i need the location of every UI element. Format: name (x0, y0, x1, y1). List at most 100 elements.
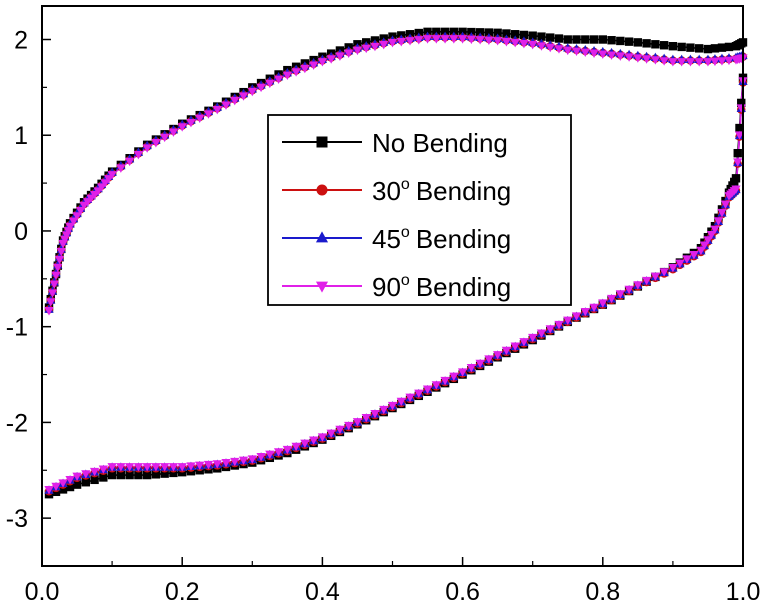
data-point-3-upper (203, 110, 214, 119)
data-point-3-upper (75, 207, 86, 216)
data-point-3-lower (501, 346, 512, 356)
data-point-0-upper (624, 37, 634, 46)
data-point-0-upper (642, 39, 651, 48)
data-point-3-lower (133, 463, 144, 472)
data-point-3-lower (457, 368, 468, 377)
x-tick-label: 0.2 (165, 578, 200, 606)
data-point-3-lower (65, 476, 75, 485)
x-axis: 0.0 0.2 0.4 0.6 0.8 1.0 (25, 557, 760, 606)
data-point-3-upper (606, 51, 617, 60)
data-point-3-upper (370, 42, 380, 52)
data-point-0-lower (125, 470, 134, 480)
data-point-0-lower (58, 485, 68, 494)
data-point-3-lower (195, 461, 205, 471)
legend-marker-0 (316, 136, 328, 148)
data-point-3-upper (282, 71, 292, 80)
y-tick-label: 2 (14, 27, 28, 55)
data-point-3-lower (717, 208, 727, 218)
legend-label-1: 30o Bending (372, 176, 511, 206)
data-point-3-upper (186, 118, 196, 128)
data-point-3-lower (563, 316, 573, 326)
data-point-0-upper (537, 32, 546, 41)
data-point-0-lower (160, 469, 169, 478)
data-point-0-lower (116, 470, 126, 480)
data-point-3-upper (142, 144, 152, 153)
data-point-3-upper (703, 58, 713, 67)
data-point-0-upper (598, 35, 607, 44)
data-point-3-upper (72, 212, 82, 221)
data-point-3-lower (703, 236, 713, 245)
data-point-3-upper (238, 92, 249, 101)
data-point-3-lower (221, 459, 231, 468)
data-point-3-upper (230, 96, 240, 106)
data-point-3-lower (734, 131, 745, 140)
data-point-3-upper (160, 133, 170, 143)
data-point-3-upper (414, 36, 424, 45)
data-point-3-upper (615, 52, 625, 61)
data-point-3-lower (431, 381, 441, 390)
data-point-0-upper (546, 33, 555, 42)
data-point-3-lower (641, 276, 652, 286)
data-point-0-upper (581, 35, 590, 44)
data-point-3-upper (51, 271, 61, 281)
data-point-3-lower (731, 185, 741, 194)
legend-label-2: 45o Bending (372, 224, 511, 254)
data-point-3-lower (116, 463, 126, 472)
legend-label-name: Bending (416, 176, 511, 206)
data-point-0-upper (528, 31, 537, 40)
data-point-3-lower (422, 385, 433, 394)
data-point-3-upper (53, 263, 63, 273)
legend-label-3: 90o Bending (372, 272, 511, 302)
x-tick-label: 0.6 (445, 578, 480, 606)
data-point-3-lower (710, 225, 720, 235)
data-point-3-upper (493, 37, 503, 46)
data-point-0-upper (694, 44, 704, 53)
data-point-0-upper (484, 28, 494, 37)
data-point-3-lower (300, 439, 310, 449)
data-point-3-lower (256, 453, 266, 462)
data-point-3-upper (317, 58, 328, 67)
data-point-3-upper (466, 35, 476, 45)
data-point-0-upper (572, 35, 581, 44)
data-point-0-lower (142, 470, 152, 480)
data-point-3-lower (370, 409, 380, 419)
data-point-3-lower (125, 463, 135, 472)
data-point-0-lower (735, 123, 744, 133)
data-point-3-lower (186, 462, 196, 471)
data-point-0-upper (616, 36, 625, 46)
data-point-3-upper (65, 222, 75, 232)
data-point-3-lower (624, 285, 634, 295)
data-point-0-upper (651, 40, 660, 49)
data-point-0-lower (107, 470, 117, 480)
data-point-3-upper (641, 55, 652, 64)
data-point-3-upper (116, 164, 126, 173)
data-point-3-upper (484, 36, 494, 46)
data-point-0-upper (659, 41, 669, 50)
data-point-3-lower (282, 445, 292, 455)
data-point-0-upper (633, 38, 643, 47)
x-tick-label: 0.4 (305, 578, 340, 606)
data-point-3-lower (713, 217, 724, 226)
data-point-0-upper (510, 30, 520, 39)
data-point-3-lower (405, 393, 415, 403)
data-point-0-lower (81, 478, 91, 487)
data-point-0-lower (72, 480, 82, 489)
data-point-3-lower (273, 448, 284, 457)
data-point-3-lower (589, 303, 599, 313)
data-point-0-upper (475, 28, 485, 37)
data-point-3-lower (536, 329, 547, 338)
data-point-3-lower (142, 463, 152, 472)
data-point-3-lower (696, 246, 706, 256)
data-point-3-lower (265, 450, 275, 460)
data-point-3-upper (685, 58, 696, 67)
data-point-3-lower (361, 414, 371, 423)
data-point-3-upper (457, 35, 468, 44)
data-point-3-upper (440, 35, 450, 44)
data-point-3-upper (475, 36, 485, 45)
data-point-3-upper (151, 139, 161, 148)
legend-label-prefix: 90 (372, 272, 401, 302)
data-point-0-lower (134, 470, 143, 480)
